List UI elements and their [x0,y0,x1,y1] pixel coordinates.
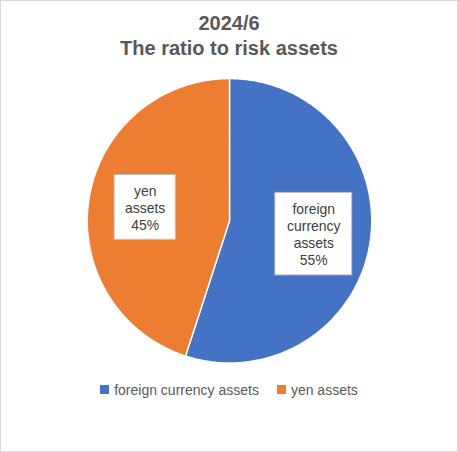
html-text:The ratio to risk assets: The ratio to risk assets [120,37,338,59]
html-text:2024/6: 2024/6 [198,12,260,34]
svg-text:foreigncurrencyassets55%: foreigncurrencyassets55% [287,201,340,267]
html-text:yen assets: yen assets [290,381,358,398]
svg-text:yenassets45%: yenassets45% [125,183,165,232]
html-text:foreign currency assets: foreign currency assets [114,381,259,398]
